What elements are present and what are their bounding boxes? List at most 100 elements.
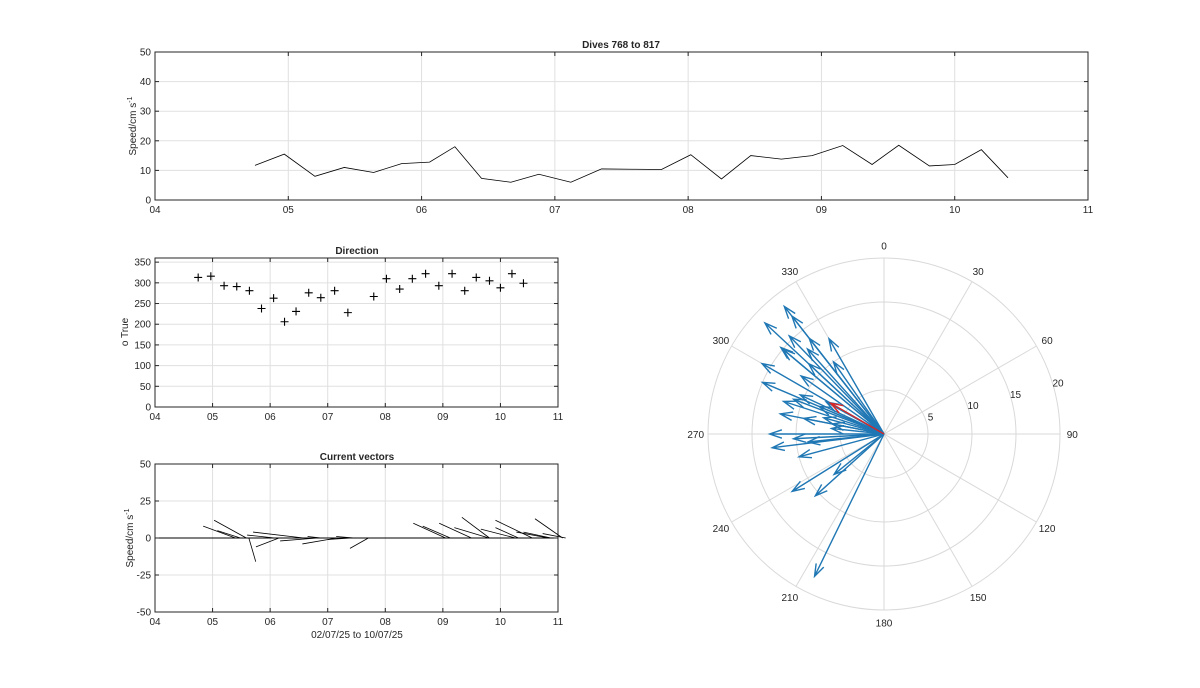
direction-data bbox=[194, 269, 528, 326]
direction-point bbox=[434, 281, 443, 290]
direction-point bbox=[496, 283, 505, 292]
direction-point bbox=[194, 273, 203, 282]
direction-ytick-label: 150 bbox=[134, 340, 151, 351]
speed-xtick-label: 10 bbox=[949, 205, 961, 216]
speed-axes-box bbox=[154, 51, 1089, 201]
compass-angle-label: 60 bbox=[1042, 336, 1054, 347]
compass-angle-label: 30 bbox=[973, 267, 985, 278]
speed-xtick-label: 07 bbox=[549, 205, 561, 216]
vectors-stick bbox=[495, 519, 533, 539]
vectors-xtick-label: 11 bbox=[553, 617, 564, 628]
vectors-xtick-label: 07 bbox=[322, 617, 334, 628]
speed-xtick-label: 06 bbox=[416, 205, 428, 216]
compass-angle-label: 120 bbox=[1039, 524, 1056, 535]
direction-point bbox=[519, 279, 528, 288]
compass-arrow bbox=[778, 411, 885, 435]
vectors-xtick-label: 05 bbox=[207, 617, 219, 628]
compass-spoke bbox=[795, 433, 885, 587]
compass-arrow bbox=[791, 433, 885, 443]
vectors-ytick-label: -50 bbox=[137, 608, 152, 619]
direction-xtick-label: 11 bbox=[553, 412, 564, 423]
vectors-ytick-label: 25 bbox=[140, 497, 152, 508]
vectors-xtick-label: 09 bbox=[437, 617, 449, 628]
vectors-ytick-label: 0 bbox=[145, 534, 151, 545]
compass-spoke bbox=[883, 433, 1037, 523]
vectors-stick bbox=[480, 528, 516, 539]
vectors-stick bbox=[213, 519, 247, 539]
compass-ticks: 5 10 15 20 0 30 60 90 120 150 180 210 240 270 300 330 bbox=[687, 242, 1078, 630]
compass-panel: 5 10 15 20 0 30 60 90 120 150 180 210 240 270 300 330 bbox=[687, 242, 1078, 630]
speed-ytick-label: 0 bbox=[145, 196, 151, 207]
direction-xtick-label: 10 bbox=[495, 412, 507, 423]
compass-arrow bbox=[767, 429, 884, 439]
compass-radius-label: 15 bbox=[1010, 390, 1022, 401]
compass-mean-arrow bbox=[828, 402, 885, 435]
vectors-stick bbox=[327, 537, 351, 540]
direction-ytick-label: 250 bbox=[134, 299, 151, 310]
vectors-stick bbox=[280, 537, 317, 542]
vectors-stick bbox=[534, 518, 563, 539]
vectors-title: Current vectors bbox=[320, 452, 395, 463]
speed-xtick-label: 09 bbox=[816, 205, 828, 216]
vectors-xtick-label: 04 bbox=[149, 617, 161, 628]
direction-point bbox=[257, 304, 266, 313]
direction-point bbox=[343, 308, 352, 317]
vectors-stick bbox=[255, 537, 280, 548]
direction-point bbox=[448, 269, 457, 278]
compass-angle-label: 300 bbox=[713, 336, 730, 347]
vectors-stick bbox=[253, 531, 304, 539]
vectors-xtick-label: 06 bbox=[265, 617, 277, 628]
compass-radius-label: 5 bbox=[928, 413, 934, 424]
direction-panel: 04 05 06 07 08 09 10 11 0 50 100 150 200 250 300 350 Di… bbox=[120, 246, 564, 423]
direction-point bbox=[395, 285, 404, 294]
direction-point bbox=[330, 286, 339, 295]
direction-point bbox=[232, 282, 241, 291]
compass-arrow bbox=[790, 314, 885, 435]
speed-ytick-label: 50 bbox=[140, 48, 152, 59]
compass-data bbox=[760, 304, 885, 579]
compass-spoke bbox=[883, 281, 973, 435]
speed-panel: 04 05 06 07 08 09 10 11 0 10 20 30 40 50 Dives 768 to… bbox=[127, 40, 1094, 216]
direction-point bbox=[206, 272, 215, 281]
compass-arrow bbox=[813, 433, 885, 498]
vectors-data bbox=[155, 516, 566, 562]
compass-arrow bbox=[832, 360, 885, 435]
speed-xtick-label: 04 bbox=[149, 205, 161, 216]
direction-point bbox=[245, 286, 254, 295]
compass-spoke bbox=[731, 433, 885, 523]
vectors-stick bbox=[542, 533, 566, 539]
compass-arrow bbox=[813, 433, 885, 579]
direction-xtick-label: 06 bbox=[265, 412, 277, 423]
vectors-stick bbox=[217, 530, 241, 539]
vectors-stick bbox=[248, 537, 257, 562]
speed-title: Dives 768 to 817 bbox=[582, 40, 660, 51]
speed-xtick-label: 05 bbox=[283, 205, 295, 216]
vectors-stick bbox=[422, 525, 451, 539]
speed-series-line bbox=[254, 144, 1009, 183]
compass-arrow bbox=[798, 394, 885, 435]
compass-angle-label: 270 bbox=[687, 430, 704, 441]
direction-point bbox=[485, 276, 494, 285]
direction-point bbox=[269, 294, 278, 303]
direction-point bbox=[472, 273, 481, 282]
direction-xtick-label: 08 bbox=[380, 412, 392, 423]
compass-spoke bbox=[883, 433, 973, 587]
vectors-stick bbox=[495, 527, 519, 539]
vectors-stick bbox=[203, 525, 236, 539]
direction-ytick-label: 0 bbox=[145, 403, 151, 414]
direction-point bbox=[280, 317, 289, 326]
vectors-stick bbox=[413, 522, 446, 539]
compass-arrow bbox=[796, 433, 885, 459]
direction-title: Direction bbox=[335, 246, 378, 257]
speed-ticks: 04 05 06 07 08 09 10 11 0 10 20 30 40 50 bbox=[140, 48, 1094, 217]
vectors-stick bbox=[523, 531, 552, 539]
compass-arrow bbox=[829, 424, 885, 435]
vectors-panel: 04 05 06 07 08 09 10 11 -50 -25 0 25 50 Current vect… bbox=[124, 452, 566, 641]
speed-xtick-label: 08 bbox=[683, 205, 695, 216]
compass-radius-label: 10 bbox=[967, 401, 979, 412]
direction-point bbox=[292, 307, 301, 316]
direction-point bbox=[460, 286, 469, 295]
direction-xtick-label: 04 bbox=[149, 412, 161, 423]
direction-xtick-label: 07 bbox=[322, 412, 334, 423]
